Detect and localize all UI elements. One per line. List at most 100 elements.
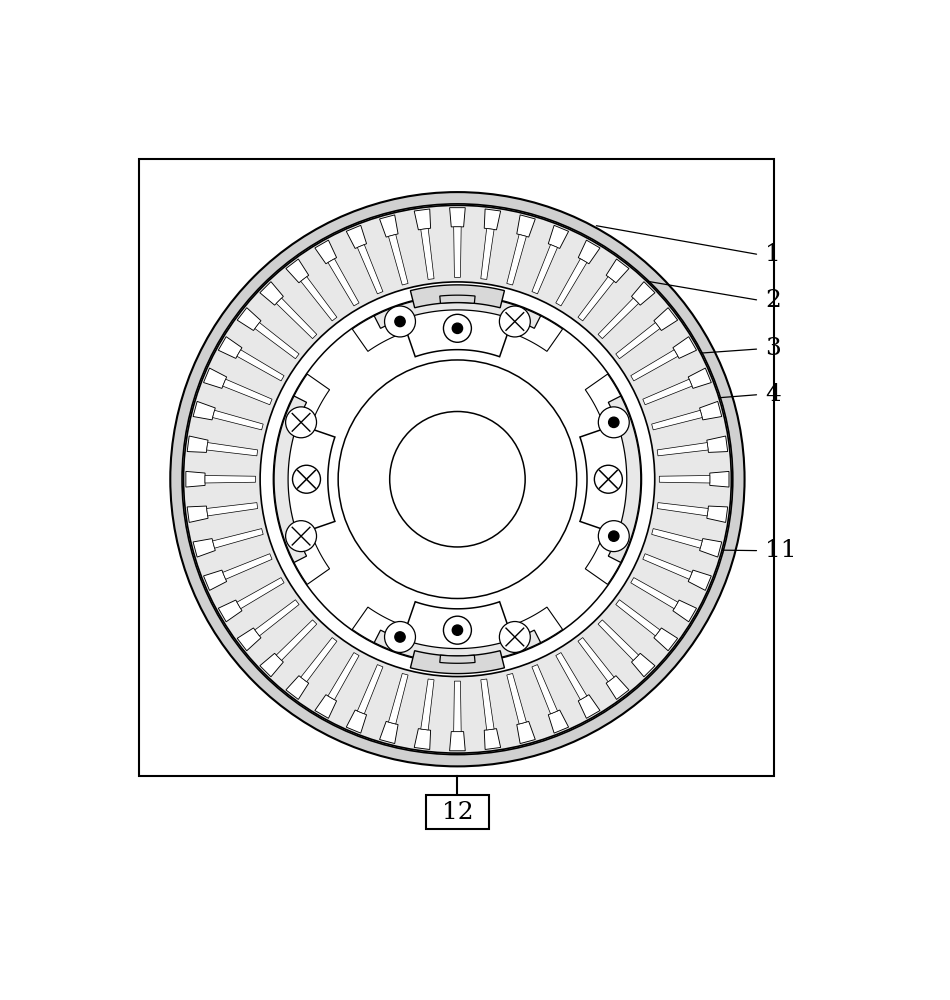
- Circle shape: [286, 521, 316, 552]
- Polygon shape: [301, 638, 337, 682]
- Polygon shape: [481, 679, 494, 730]
- Polygon shape: [186, 471, 205, 487]
- Polygon shape: [374, 296, 541, 328]
- Polygon shape: [598, 298, 638, 339]
- Polygon shape: [598, 620, 638, 660]
- Circle shape: [598, 407, 629, 438]
- Polygon shape: [205, 475, 256, 483]
- Circle shape: [500, 622, 530, 652]
- Polygon shape: [203, 368, 227, 388]
- Polygon shape: [606, 259, 629, 283]
- Polygon shape: [352, 310, 396, 351]
- Polygon shape: [218, 600, 242, 622]
- Circle shape: [293, 465, 320, 493]
- Polygon shape: [255, 600, 299, 636]
- Polygon shape: [421, 679, 434, 730]
- Polygon shape: [357, 245, 383, 294]
- Polygon shape: [579, 695, 600, 718]
- Polygon shape: [484, 729, 501, 749]
- Circle shape: [338, 360, 577, 599]
- Polygon shape: [580, 423, 630, 535]
- Polygon shape: [578, 277, 614, 321]
- Polygon shape: [260, 653, 283, 677]
- Polygon shape: [449, 732, 466, 751]
- Polygon shape: [673, 600, 696, 622]
- Polygon shape: [203, 570, 227, 590]
- Polygon shape: [389, 234, 408, 285]
- Polygon shape: [673, 337, 696, 358]
- Polygon shape: [517, 721, 535, 744]
- Text: 4: 4: [765, 383, 781, 406]
- Polygon shape: [410, 651, 504, 674]
- Polygon shape: [652, 410, 702, 430]
- Circle shape: [390, 411, 525, 547]
- Polygon shape: [556, 259, 587, 306]
- Polygon shape: [346, 710, 367, 733]
- Polygon shape: [223, 554, 272, 579]
- Circle shape: [183, 205, 732, 753]
- Polygon shape: [688, 368, 712, 388]
- Polygon shape: [585, 540, 626, 584]
- Circle shape: [598, 521, 629, 552]
- Polygon shape: [238, 628, 261, 651]
- Polygon shape: [352, 607, 396, 648]
- Polygon shape: [314, 695, 336, 718]
- Polygon shape: [654, 308, 677, 331]
- Polygon shape: [193, 401, 216, 420]
- Polygon shape: [616, 600, 660, 636]
- Polygon shape: [506, 234, 526, 285]
- Polygon shape: [548, 710, 569, 733]
- Polygon shape: [579, 240, 600, 264]
- Polygon shape: [223, 379, 272, 405]
- Circle shape: [500, 306, 530, 337]
- Polygon shape: [285, 423, 335, 535]
- Circle shape: [170, 192, 745, 766]
- Polygon shape: [207, 443, 257, 456]
- Polygon shape: [421, 228, 434, 279]
- Polygon shape: [631, 578, 678, 609]
- Polygon shape: [532, 245, 558, 294]
- Polygon shape: [218, 337, 242, 358]
- Polygon shape: [454, 227, 461, 277]
- Polygon shape: [187, 436, 208, 452]
- Polygon shape: [519, 607, 562, 648]
- Polygon shape: [237, 578, 284, 609]
- Polygon shape: [454, 681, 461, 732]
- Polygon shape: [707, 436, 728, 452]
- Polygon shape: [389, 673, 408, 724]
- Polygon shape: [449, 208, 466, 227]
- Polygon shape: [207, 503, 257, 516]
- Circle shape: [395, 632, 405, 642]
- Polygon shape: [346, 225, 367, 248]
- Polygon shape: [585, 374, 626, 418]
- Polygon shape: [255, 323, 299, 359]
- Polygon shape: [401, 307, 514, 357]
- Polygon shape: [328, 259, 359, 306]
- Circle shape: [452, 625, 463, 635]
- Polygon shape: [657, 503, 708, 516]
- Circle shape: [444, 616, 471, 644]
- Bar: [140, 159, 774, 776]
- Polygon shape: [193, 539, 216, 557]
- Polygon shape: [632, 653, 655, 677]
- Polygon shape: [410, 285, 504, 308]
- Polygon shape: [608, 396, 640, 562]
- Circle shape: [385, 306, 415, 337]
- Polygon shape: [237, 350, 284, 381]
- Polygon shape: [380, 215, 398, 237]
- Polygon shape: [481, 228, 494, 279]
- Polygon shape: [187, 506, 208, 522]
- Polygon shape: [484, 209, 501, 230]
- Text: 12: 12: [442, 801, 473, 824]
- Polygon shape: [301, 277, 337, 321]
- Polygon shape: [213, 410, 263, 430]
- Polygon shape: [657, 443, 708, 456]
- Polygon shape: [659, 475, 710, 483]
- Circle shape: [609, 531, 619, 541]
- Text: 3: 3: [765, 337, 781, 360]
- Polygon shape: [631, 350, 678, 381]
- Polygon shape: [260, 282, 283, 305]
- Bar: [427, 795, 488, 829]
- Polygon shape: [652, 529, 702, 548]
- Polygon shape: [643, 379, 692, 405]
